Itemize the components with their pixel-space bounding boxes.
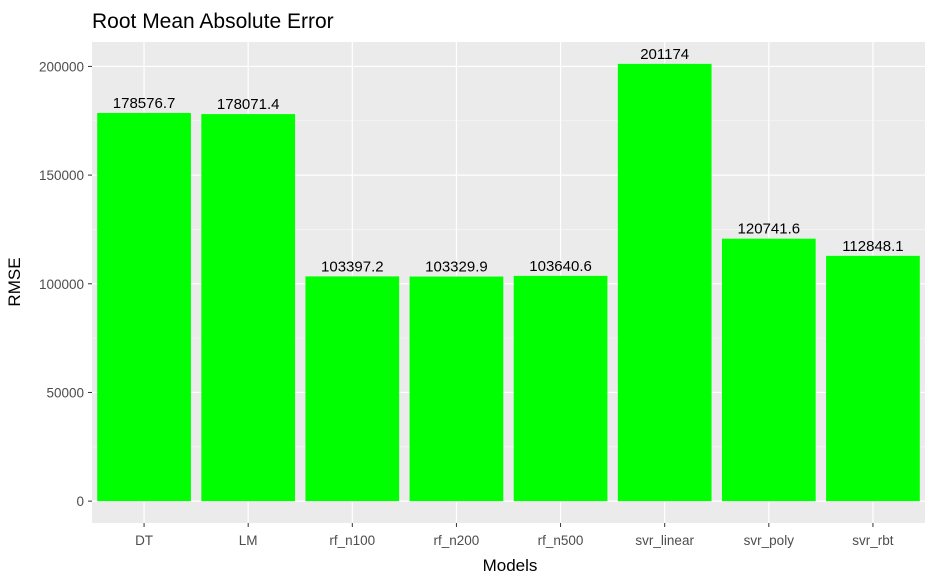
bar-svr_rbt	[826, 255, 920, 502]
value-label: 178576.7	[113, 95, 176, 112]
x-axis-title: Models	[483, 556, 538, 575]
bar-rf_n500	[513, 275, 608, 502]
value-labels: 178576.7 178071.4 103397.2 103329.9 103640.6…	[113, 46, 904, 276]
value-label: 112848.1	[842, 238, 903, 255]
x-tick-label: rf_n100	[329, 533, 375, 548]
x-tick-label: rf_n200	[434, 533, 480, 548]
value-label: 103397.2	[321, 258, 384, 275]
chart-title: Root Mean Absolute Error	[92, 10, 334, 33]
value-label: 120741.6	[738, 221, 801, 238]
x-axis: DT LM rf_n100 rf_n200 rf_n500 svr_linear svr_p…	[135, 523, 894, 548]
bar-rf_n100	[305, 276, 400, 502]
y-tick-label: 100000	[39, 277, 84, 292]
bar-DT	[97, 112, 191, 502]
value-label: 201174	[640, 46, 689, 63]
x-tick-label: DT	[135, 533, 153, 548]
y-tick-label: 50000	[46, 385, 84, 400]
value-label: 103640.6	[529, 258, 592, 275]
x-tick-label: svr_linear	[635, 533, 694, 548]
y-tick-label: 150000	[39, 168, 84, 183]
x-tick-label: svr_rbt	[852, 533, 894, 548]
bar-rf_n200	[409, 276, 504, 502]
x-tick-label: rf_n500	[538, 533, 584, 548]
y-axis: 0 50000 100000 150000 200000	[39, 59, 92, 509]
value-label: 103329.9	[425, 259, 488, 276]
x-tick-label: svr_poly	[744, 533, 795, 548]
value-label: 178071.4	[217, 96, 280, 113]
y-tick-label: 0	[76, 494, 84, 509]
bars	[97, 63, 920, 502]
x-tick-label: LM	[239, 533, 258, 548]
bar-LM	[201, 114, 296, 502]
bar-svr_poly	[721, 238, 816, 502]
bar-svr_linear	[617, 63, 712, 502]
y-axis-title: RMSE	[5, 257, 24, 306]
y-tick-label: 200000	[39, 59, 84, 74]
